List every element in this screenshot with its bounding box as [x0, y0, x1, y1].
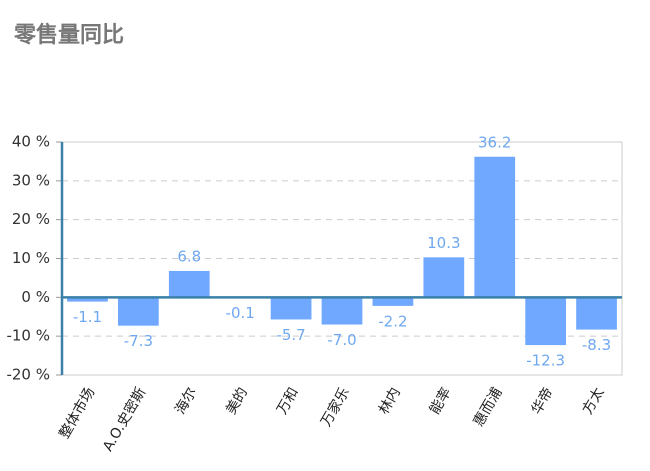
bar	[474, 156, 516, 298]
value-label: 6.8	[177, 247, 201, 265]
chart-title: 零售量同比	[13, 22, 124, 48]
x-tick-label: 万家乐	[317, 385, 353, 430]
x-tick-label: 整体市场	[56, 385, 99, 442]
value-label: 10.3	[427, 234, 460, 252]
value-label: -12.3	[526, 352, 565, 370]
y-tick-label: 10 %	[12, 249, 50, 267]
value-label: 36.2	[478, 133, 511, 151]
value-label: -7.0	[327, 331, 356, 349]
y-tick-label: 0 %	[21, 288, 50, 306]
x-tick-label: 海尔	[172, 385, 200, 417]
bar	[576, 297, 617, 330]
value-label: -0.1	[226, 304, 255, 322]
bar	[67, 297, 108, 302]
x-tick-label: 美的	[223, 385, 251, 417]
bar	[423, 257, 465, 298]
x-tick-label: A.O.史密斯	[99, 385, 149, 455]
x-tick-label: 华帝	[529, 385, 557, 417]
value-label: -8.3	[582, 336, 611, 354]
value-label: -7.3	[124, 332, 153, 350]
y-tick-label: -20 %	[6, 366, 50, 384]
bar	[168, 270, 210, 298]
y-tick-label: 20 %	[12, 210, 50, 228]
value-label: -1.1	[73, 308, 102, 326]
x-tick-label: 惠而浦	[471, 385, 506, 429]
x-tick-label: 方太	[580, 385, 608, 417]
y-tick-label: 40 %	[12, 133, 50, 151]
value-label: -2.2	[378, 312, 407, 330]
x-tick-label: 林内	[376, 385, 404, 417]
x-tick-label: 万和	[274, 385, 302, 417]
y-tick-label: 30 %	[12, 171, 50, 189]
value-label: -5.7	[276, 326, 305, 344]
bar	[525, 297, 566, 346]
bar	[118, 297, 159, 326]
x-tick-label: 能率	[426, 385, 455, 418]
bar	[321, 297, 363, 325]
y-tick-label: -10 %	[6, 327, 50, 345]
bar	[270, 297, 312, 320]
bar	[372, 297, 414, 306]
